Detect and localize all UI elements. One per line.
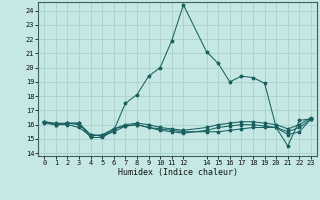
X-axis label: Humidex (Indice chaleur): Humidex (Indice chaleur): [118, 168, 238, 177]
